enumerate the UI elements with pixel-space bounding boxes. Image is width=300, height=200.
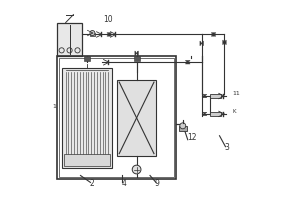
Bar [57, 56, 176, 179]
Polygon shape [185, 61, 190, 62]
Text: K: K [232, 109, 236, 114]
Text: 12: 12 [187, 133, 196, 142]
Bar [210, 112, 221, 116]
Bar [117, 80, 156, 156]
Polygon shape [107, 33, 112, 34]
Polygon shape [211, 33, 216, 34]
Text: 9: 9 [155, 179, 160, 188]
Polygon shape [135, 51, 136, 56]
Polygon shape [185, 62, 190, 64]
Polygon shape [202, 41, 203, 46]
Bar [134, 56, 140, 61]
Bar [179, 126, 187, 131]
Polygon shape [200, 41, 202, 46]
Polygon shape [202, 94, 207, 96]
Polygon shape [202, 112, 207, 114]
Text: 11: 11 [232, 91, 240, 96]
Polygon shape [211, 34, 216, 36]
Polygon shape [107, 34, 112, 36]
Circle shape [180, 123, 186, 129]
Circle shape [90, 31, 95, 36]
Text: 4: 4 [121, 179, 126, 188]
Bar [61, 68, 112, 168]
Text: 3: 3 [224, 143, 230, 152]
Polygon shape [224, 40, 226, 45]
Bar [57, 23, 83, 56]
Bar [64, 154, 110, 166]
Bar [210, 94, 221, 98]
Polygon shape [136, 51, 138, 56]
Polygon shape [223, 40, 224, 45]
Bar [58, 58, 174, 177]
Bar [84, 56, 90, 61]
Polygon shape [202, 114, 207, 115]
Circle shape [132, 165, 141, 174]
Text: 10: 10 [103, 15, 113, 24]
Bar [89, 33, 95, 36]
Polygon shape [202, 96, 207, 98]
Text: 1: 1 [52, 104, 56, 109]
Text: 2: 2 [89, 179, 94, 188]
